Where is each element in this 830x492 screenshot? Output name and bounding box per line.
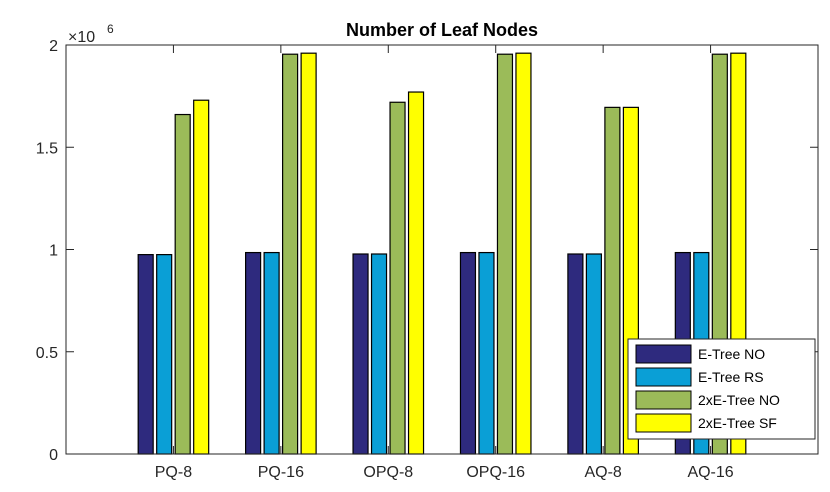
bar-e-tree-rs-pq-8 — [156, 254, 173, 455]
bar-e-tree-rs-opq-8 — [370, 253, 388, 455]
bar-2xe-tree-sf-pq-16 — [300, 52, 317, 455]
y-tick-label: 1 — [49, 243, 58, 260]
bar-e-tree-no-opq-8 — [352, 253, 369, 455]
legend-label: E-Tree RS — [698, 369, 764, 385]
legend-swatch — [635, 367, 692, 387]
bar-2xe-tree-no-pq-16 — [282, 53, 299, 455]
bar-e-tree-no-pq-8 — [137, 254, 154, 455]
bar-e-tree-no-pq-16 — [245, 251, 262, 455]
bar-e-tree-no-opq-16 — [459, 251, 477, 455]
legend-label: E-Tree NO — [698, 346, 765, 362]
legend-label: 2xE-Tree SF — [698, 415, 777, 431]
y-tick-label: 0.5 — [36, 345, 58, 362]
bar-2xe-tree-no-pq-8 — [174, 113, 191, 455]
x-tick-label: AQ-16 — [687, 464, 733, 481]
y-tick-label: 2 — [49, 38, 58, 55]
bar-2xe-tree-no-aq-8 — [604, 106, 621, 455]
bar-e-tree-rs-aq-8 — [585, 253, 602, 455]
legend: E-Tree NO E-Tree RS 2xE-Tree NO 2xE-Tree SF — [627, 338, 816, 440]
bar-2xe-tree-no-opq-16 — [496, 53, 514, 455]
axes-layer — [65, 44, 819, 455]
legend-swatch — [635, 344, 692, 364]
x-tick-label: OPQ-8 — [363, 464, 413, 481]
y-exponent-base: ×10 — [68, 29, 95, 46]
bar-2xe-tree-no-opq-8 — [389, 101, 406, 455]
bar-e-tree-rs-pq-16 — [263, 251, 280, 455]
legend-label: 2xE-Tree NO — [698, 392, 780, 408]
chart-title: Number of Leaf Nodes — [346, 20, 538, 40]
bars-layer — [137, 52, 747, 455]
legend-swatch — [635, 390, 692, 410]
legend-swatch — [635, 413, 692, 433]
y-exponent-power: 6 — [107, 22, 114, 36]
x-tick-label: AQ-8 — [584, 464, 621, 481]
bar-2xe-tree-sf-opq-16 — [515, 52, 532, 455]
bar-e-tree-rs-opq-16 — [478, 251, 495, 455]
x-tick-label: PQ-8 — [155, 464, 192, 481]
bar-e-tree-no-aq-8 — [567, 253, 584, 455]
x-tick-labels: PQ-8 PQ-16 OPQ-8 OPQ-16 AQ-8 AQ-16 — [155, 464, 734, 481]
y-exponent-label: ×10 6 — [68, 22, 114, 46]
y-tick-label: 1.5 — [36, 140, 58, 157]
y-tick-label: 0 — [49, 447, 58, 464]
x-tick-label: OPQ-16 — [466, 464, 525, 481]
bar-2xe-tree-sf-opq-8 — [407, 91, 425, 455]
x-tick-label: PQ-16 — [258, 464, 304, 481]
y-tick-labels: 0 0.5 1 1.5 2 — [36, 38, 58, 464]
bar-2xe-tree-sf-pq-8 — [193, 99, 210, 455]
